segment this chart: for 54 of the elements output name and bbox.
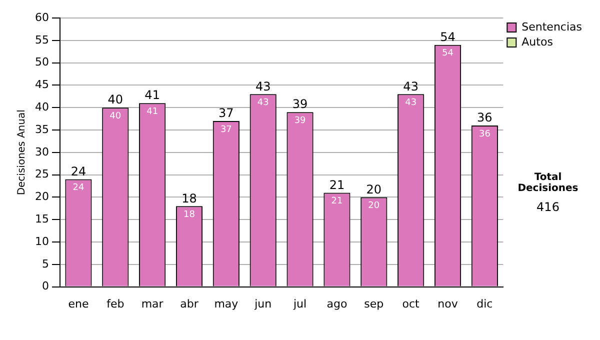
total-label: 43 [403, 79, 418, 94]
total-label: 36 [477, 110, 492, 125]
x-tick-label: dic [476, 297, 493, 310]
total-label: 41 [144, 88, 160, 102]
data-label: 18 [184, 210, 196, 220]
text: Total Decisiones [516, 172, 580, 194]
y-tick-label: 30 [34, 145, 49, 158]
total-label: 20 [366, 182, 382, 196]
legend-label: Autos [522, 35, 554, 48]
y-tick-label: 35 [34, 122, 49, 136]
data-label: 24 [72, 183, 84, 194]
data-label: 36 [478, 129, 491, 140]
total-label: 39 [292, 97, 308, 112]
x-tick-label: sep [364, 297, 384, 310]
x-tick-label: nov [438, 297, 458, 310]
y-tick-label: 20 [34, 190, 49, 204]
total-label: 37 [218, 106, 234, 120]
x-tick-label: abr [180, 297, 199, 310]
data-label: 43 [405, 98, 417, 108]
data-label: 40 [110, 111, 122, 122]
legend-label: Sentencias [522, 20, 582, 34]
x-tick-label: jul [292, 297, 307, 310]
y-tick-label: 5 [42, 257, 49, 270]
data-label: 37 [220, 124, 232, 135]
y-tick-label: 40 [34, 100, 49, 114]
y-tick-label: 10 [34, 234, 49, 248]
total-label: 24 [70, 164, 86, 178]
data-label: 41 [146, 106, 158, 117]
x-tick-label: ene [68, 297, 89, 310]
y-tick-label: 15 [34, 212, 49, 226]
y-tick-label: 60 [34, 10, 49, 24]
data-label: 54 [442, 48, 454, 59]
x-tick-label: jun [254, 297, 272, 310]
y-tick-label: 55 [34, 33, 49, 46]
total-label: 40 [108, 92, 124, 107]
y-tick-label: 45 [34, 78, 49, 92]
data-label: 43 [257, 98, 269, 108]
data-label: 39 [294, 116, 306, 126]
total-label: 43 [255, 79, 271, 94]
total-label: 21 [329, 178, 345, 192]
x-tick-label: ago [326, 297, 348, 310]
x-tick-label: oct [402, 297, 420, 310]
y-tick-label: 0 [42, 280, 49, 293]
y-axis-title: Decisiones Anual [16, 110, 28, 196]
total-label: 18 [182, 191, 197, 206]
x-tick-label: may [214, 297, 239, 310]
x-tick-label: mar [141, 297, 164, 310]
y-tick-label: 50 [34, 56, 49, 69]
data-label: 21 [331, 196, 343, 207]
text: 416 [536, 200, 560, 214]
data-label: 20 [368, 201, 380, 212]
y-tick-label: 25 [34, 168, 49, 181]
x-tick-label: feb [106, 297, 124, 310]
total-label: 54 [440, 30, 456, 44]
